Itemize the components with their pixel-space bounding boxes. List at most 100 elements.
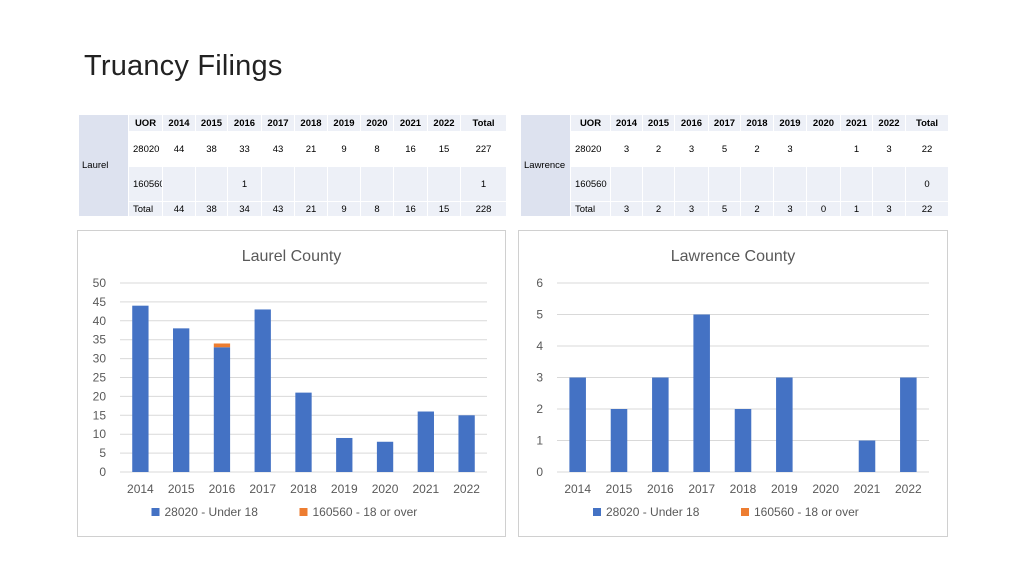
- bar: [569, 377, 586, 472]
- table-cell: 22: [905, 201, 949, 217]
- x-tick-label: 2014: [564, 482, 591, 496]
- x-tick-label: 2021: [412, 482, 439, 496]
- bar: [652, 377, 669, 472]
- table-cell: [674, 166, 709, 202]
- x-tick-label: 2016: [647, 482, 674, 496]
- y-tick-label: 30: [93, 352, 107, 366]
- table-cell: 1: [227, 166, 262, 202]
- table-cell: 44: [162, 201, 196, 217]
- table-cell: 28020: [570, 131, 611, 167]
- table-cell: 160560: [570, 166, 611, 202]
- bar: [610, 409, 628, 472]
- y-tick-label: 3: [536, 371, 543, 385]
- table-cell: 43: [261, 131, 295, 167]
- table-cell: 16: [393, 201, 428, 217]
- bar: [376, 441, 394, 472]
- table-cell: 0: [905, 166, 949, 202]
- x-tick-label: 2020: [812, 482, 839, 496]
- table-cell: [840, 166, 873, 202]
- col-header-year: 2016: [674, 114, 709, 132]
- table-cell: 21: [294, 131, 328, 167]
- col-header-year: 2022: [427, 114, 461, 132]
- table-cell: 38: [195, 131, 228, 167]
- table-cell: 3: [610, 201, 643, 217]
- x-tick-label: 2017: [249, 482, 276, 496]
- laurel-chart-svg: Laurel County 0 5 10 15 20 25 30 35 40 45 50 2014 201…: [93, 248, 487, 519]
- y-tick-label: 4: [536, 339, 543, 353]
- table-cell: 9: [327, 201, 361, 217]
- table-cell: 0: [806, 201, 841, 217]
- table-cell: 5: [708, 131, 741, 167]
- table-row: 28020 44 38 33 43 21 9 8 16 15 227: [79, 131, 507, 167]
- x-tick-label: 2020: [372, 482, 399, 496]
- slide-title: Truancy Filings: [84, 50, 283, 82]
- table-cell: [294, 166, 328, 202]
- bar: [254, 309, 271, 472]
- county-label: Lawrence: [520, 114, 571, 217]
- table-cell: 2: [740, 201, 774, 217]
- table-cell: [610, 166, 643, 202]
- lawrence-chart-svg: Lawrence County 0 1 2 3 4 5 6 2014 2015 2016 2017 20…: [536, 248, 929, 519]
- col-header-year: 2019: [773, 114, 807, 132]
- table-cell: 2: [740, 131, 774, 167]
- bar: [693, 314, 710, 472]
- legend-label: 160560 - 18 or over: [754, 505, 859, 519]
- table-cell: 8: [360, 201, 394, 217]
- table-cell: 22: [905, 131, 949, 167]
- y-tick-label: 25: [93, 371, 107, 385]
- y-tick-label: 6: [536, 276, 543, 290]
- table-cell: [427, 166, 461, 202]
- x-tick-label: 2021: [854, 482, 881, 496]
- x-tick-label: 2014: [127, 482, 154, 496]
- table-cell: 1: [840, 201, 873, 217]
- table-cell: 34: [227, 201, 262, 217]
- bar: [858, 440, 876, 472]
- x-tick-label: 2022: [895, 482, 922, 496]
- col-header-year: 2022: [872, 114, 906, 132]
- col-header-uor: UOR: [128, 114, 163, 132]
- table-cell: [261, 166, 295, 202]
- laurel-chart: Laurel County 0 5 10 15 20 25 30 35 40 45 50 2014 201…: [77, 230, 506, 537]
- table-cell: 44: [162, 131, 196, 167]
- legend-label: 28020 - Under 18: [165, 505, 259, 519]
- table-cell: 1: [460, 166, 507, 202]
- y-tick-label: 20: [93, 389, 107, 403]
- table-header-row: Lawrence UOR 2014 2015 2016 2017 2018 20…: [520, 114, 949, 217]
- y-tick-label: 35: [93, 333, 107, 347]
- table-cell: 3: [610, 131, 643, 167]
- col-header-year: 2020: [806, 114, 841, 132]
- table-cell: Total: [570, 201, 611, 217]
- table-cell: [162, 166, 196, 202]
- col-header-year: 2021: [840, 114, 873, 132]
- y-tick-label: 0: [536, 465, 543, 479]
- col-header-year: 2014: [610, 114, 643, 132]
- chart-title: Laurel County: [242, 248, 342, 265]
- x-tick-label: 2015: [168, 482, 195, 496]
- y-tick-label: 1: [536, 434, 543, 448]
- table-cell: 15: [427, 201, 461, 217]
- x-tick-label: 2015: [606, 482, 633, 496]
- lawrence-uor-table: Lawrence UOR 2014 2015 2016 2017 2018 20…: [520, 114, 949, 217]
- table-cell: 21: [294, 201, 328, 217]
- x-tick-label: 2018: [730, 482, 757, 496]
- table-cell: [360, 166, 394, 202]
- table-cell: 2: [642, 131, 675, 167]
- table-cell: 1: [840, 131, 873, 167]
- legend-swatch: [151, 508, 160, 516]
- bar: [458, 415, 475, 472]
- col-header-year: 2015: [642, 114, 675, 132]
- y-tick-label: 45: [93, 295, 107, 309]
- table-row: 160560 1 1: [79, 166, 507, 202]
- bar: [132, 305, 149, 472]
- table-cell: 228: [460, 201, 507, 217]
- legend-swatch: [741, 508, 749, 516]
- table-cell: 28020: [128, 131, 163, 167]
- table-cell: [872, 166, 906, 202]
- lawrence-chart: Lawrence County 0 1 2 3 4 5 6 2014 2015 2016 2017 20…: [518, 230, 948, 537]
- y-tick-label: 40: [93, 314, 107, 328]
- col-header-uor: UOR: [570, 114, 611, 132]
- table-cell: [642, 166, 675, 202]
- bar: [336, 437, 353, 472]
- table-row: 28020 3 2 3 5 2 3 1 3 22: [521, 131, 949, 167]
- table-cell: [806, 166, 841, 202]
